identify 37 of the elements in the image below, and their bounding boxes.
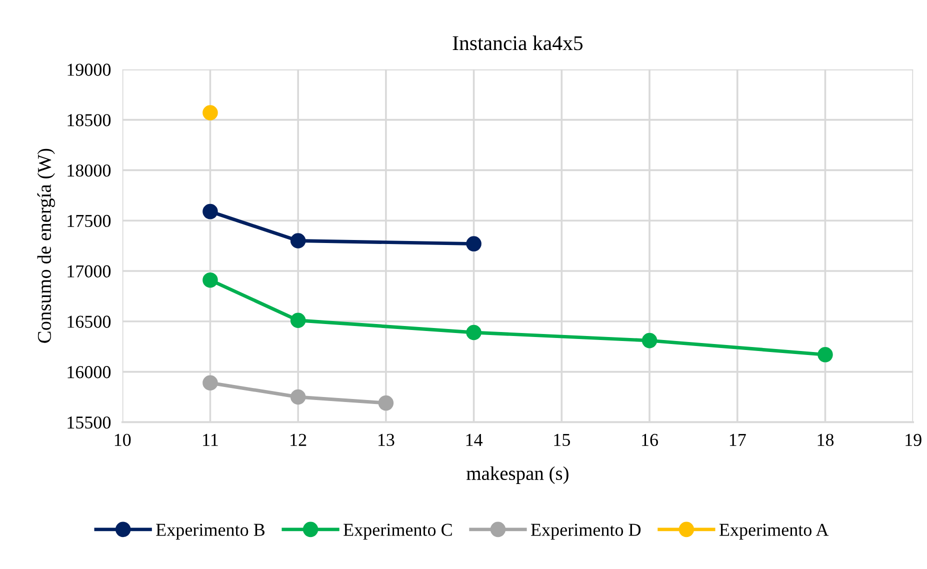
x-tick-label: 10 — [114, 434, 131, 446]
point — [290, 389, 306, 405]
point — [818, 347, 833, 362]
point — [290, 233, 306, 248]
y-tick-label: 15500 — [68, 416, 111, 429]
x-tick-label: 16 — [642, 434, 658, 446]
y-tick-label: 17500 — [68, 214, 111, 228]
chart-title: Instancia ka4x5 — [452, 36, 583, 50]
point — [202, 272, 218, 288]
point — [642, 332, 658, 348]
x-tick-label: 19 — [906, 434, 922, 446]
x-tick-label: 15 — [554, 434, 570, 446]
y-tick-label: 18000 — [68, 164, 111, 177]
y-tick-label: 16000 — [68, 366, 111, 378]
x-tick-label: 11 — [203, 434, 218, 446]
legend-label: Experimento B — [156, 524, 265, 540]
x-tick-label: 17 — [730, 434, 746, 446]
x-tick-label: 13 — [378, 434, 394, 446]
x-axis-title: makespan (s) — [466, 466, 568, 484]
point — [290, 312, 306, 328]
legend-label: Experimento C — [344, 524, 452, 540]
point — [378, 395, 394, 411]
y-tick-label: 16500 — [68, 316, 111, 328]
point — [202, 204, 218, 220]
point — [202, 375, 218, 391]
y-tick-label: 17000 — [68, 265, 111, 278]
x-tick-label: 18 — [818, 434, 834, 446]
y-tick-label: 19000 — [68, 64, 111, 76]
y-axis-title: Consumo de energía (W) — [37, 148, 56, 343]
x-tick-label: 14 — [466, 434, 483, 446]
x-tick-label: 12 — [290, 434, 306, 446]
legend-label: Experimento A — [719, 524, 829, 540]
point — [466, 236, 482, 252]
point — [202, 105, 218, 120]
legend-label: Experimento D — [531, 524, 641, 540]
y-tick-label: 18500 — [68, 114, 111, 126]
point — [466, 324, 482, 340]
